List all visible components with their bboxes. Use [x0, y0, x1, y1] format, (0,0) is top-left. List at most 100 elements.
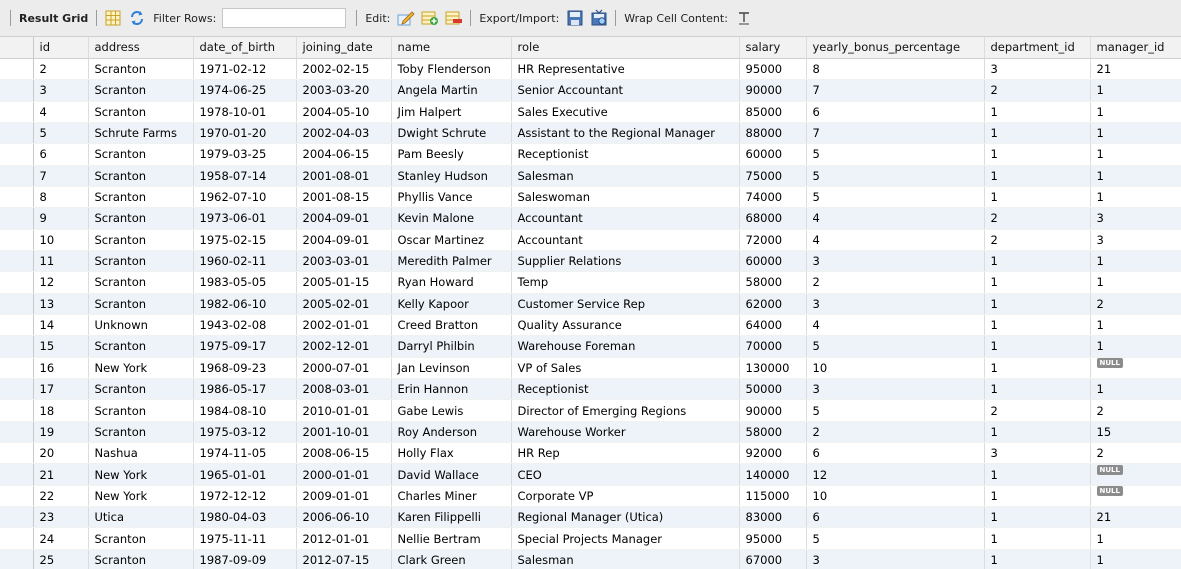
cell-department-id[interactable]: 2	[984, 399, 1091, 422]
cell-yearly-bonus-percentage[interactable]: 7	[806, 122, 985, 145]
cell-role[interactable]: Corporate VP	[511, 485, 740, 508]
cell-department-id[interactable]: 1	[984, 143, 1091, 166]
cell-date-of-birth[interactable]: 1974-06-25	[193, 79, 297, 102]
cell-address[interactable]: Scranton	[88, 165, 194, 187]
row-header[interactable]	[0, 271, 34, 294]
cell-role[interactable]: Warehouse Worker	[511, 421, 740, 444]
wrap-cell-icon[interactable]	[735, 9, 753, 27]
cell-role[interactable]: HR Representative	[511, 58, 740, 81]
cell-yearly-bonus-percentage[interactable]: 5	[806, 143, 985, 166]
table-row[interactable]: 12 Scranton 1983-05-05 2005-01-15 Ryan Howar…	[0, 271, 1181, 294]
cell-address[interactable]: Scranton	[88, 399, 194, 422]
cell-id[interactable]: 7	[33, 165, 89, 187]
cell-department-id[interactable]: 1	[984, 293, 1091, 315]
cell-name[interactable]: Jan Levinson	[391, 357, 512, 380]
cell-department-id[interactable]: 1	[984, 506, 1091, 529]
cell-address[interactable]: New York	[88, 357, 194, 380]
cell-joining-date[interactable]: 2006-06-10	[296, 506, 392, 529]
row-header[interactable]	[0, 101, 34, 123]
table-row[interactable]: 4 Scranton 1978-10-01 2004-05-10 Jim Halpert…	[0, 101, 1181, 123]
cell-joining-date[interactable]: 2002-12-01	[296, 335, 392, 358]
row-header[interactable]	[0, 378, 34, 401]
row-header[interactable]	[0, 293, 34, 315]
row-header[interactable]	[0, 335, 34, 358]
table-row[interactable]: 3 Scranton 1974-06-25 2003-03-20 Angela Mart…	[0, 79, 1181, 102]
cell-manager-id[interactable]: 3	[1090, 207, 1181, 230]
column-header-name[interactable]: name	[391, 37, 512, 59]
cell-manager-id[interactable]: 2	[1090, 399, 1181, 422]
cell-salary[interactable]: 90000	[739, 79, 807, 102]
row-header[interactable]	[0, 122, 34, 145]
cell-yearly-bonus-percentage[interactable]: 10	[806, 357, 985, 380]
cell-department-id[interactable]: 1	[984, 357, 1091, 380]
cell-manager-id[interactable]: 1	[1090, 186, 1181, 209]
cell-role[interactable]: Customer Service Rep	[511, 293, 740, 315]
cell-salary[interactable]: 95000	[739, 58, 807, 81]
cell-department-id[interactable]: 1	[984, 485, 1091, 508]
cell-salary[interactable]: 64000	[739, 314, 807, 337]
row-header[interactable]	[0, 79, 34, 102]
cell-address[interactable]: Schrute Farms	[88, 122, 194, 145]
cell-joining-date[interactable]: 2000-07-01	[296, 357, 392, 380]
cell-joining-date[interactable]: 2004-06-15	[296, 143, 392, 166]
cell-yearly-bonus-percentage[interactable]: 5	[806, 186, 985, 209]
cell-role[interactable]: Director of Emerging Regions	[511, 399, 740, 422]
cell-id[interactable]: 4	[33, 101, 89, 123]
cell-date-of-birth[interactable]: 1975-02-15	[193, 229, 297, 251]
cell-name[interactable]: Ryan Howard	[391, 271, 512, 294]
cell-manager-id[interactable]: NULL	[1090, 463, 1181, 486]
filter-rows-input[interactable]	[222, 8, 347, 28]
cell-name[interactable]: Kevin Malone	[391, 207, 512, 230]
cell-id[interactable]: 2	[33, 58, 89, 81]
row-header[interactable]	[0, 186, 34, 209]
cell-yearly-bonus-percentage[interactable]: 6	[806, 101, 985, 123]
cell-name[interactable]: Charles Miner	[391, 485, 512, 508]
cell-manager-id[interactable]: NULL	[1090, 357, 1181, 380]
column-header-salary[interactable]: salary	[739, 37, 807, 59]
row-header[interactable]	[0, 399, 34, 422]
cell-role[interactable]: Accountant	[511, 207, 740, 230]
import-icon[interactable]	[590, 9, 608, 27]
column-header-joining-date[interactable]: joining_date	[296, 37, 392, 59]
table-row[interactable]: 5 Schrute Farms 1970-01-20 2002-04-03 Dwight…	[0, 122, 1181, 145]
cell-date-of-birth[interactable]: 1975-03-12	[193, 421, 297, 444]
cell-name[interactable]: Nellie Bertram	[391, 527, 512, 550]
cell-joining-date[interactable]: 2004-09-01	[296, 207, 392, 230]
cell-yearly-bonus-percentage[interactable]: 5	[806, 399, 985, 422]
cell-id[interactable]: 23	[33, 506, 89, 529]
cell-yearly-bonus-percentage[interactable]: 4	[806, 229, 985, 251]
cell-role[interactable]: HR Rep	[511, 442, 740, 465]
cell-joining-date[interactable]: 2005-01-15	[296, 271, 392, 294]
cell-yearly-bonus-percentage[interactable]: 5	[806, 335, 985, 358]
cell-salary[interactable]: 50000	[739, 378, 807, 401]
cell-id[interactable]: 24	[33, 527, 89, 550]
cell-id[interactable]: 3	[33, 79, 89, 102]
table-row[interactable]: 21 New York 1965-01-01 2000-01-01 David Wall…	[0, 463, 1181, 486]
cell-address[interactable]: Scranton	[88, 79, 194, 102]
cell-department-id[interactable]: 1	[984, 250, 1091, 273]
column-header-role[interactable]: role	[511, 37, 740, 59]
cell-role[interactable]: Salesman	[511, 549, 740, 569]
cell-address[interactable]: Scranton	[88, 186, 194, 209]
cell-role[interactable]: Quality Assurance	[511, 314, 740, 337]
cell-address[interactable]: Scranton	[88, 207, 194, 230]
cell-date-of-birth[interactable]: 1958-07-14	[193, 165, 297, 187]
cell-manager-id[interactable]: 1	[1090, 165, 1181, 187]
table-row[interactable]: 14 Unknown 1943-02-08 2002-01-01 Creed Bratt…	[0, 314, 1181, 337]
cell-date-of-birth[interactable]: 1960-02-11	[193, 250, 297, 273]
cell-joining-date[interactable]: 2002-04-03	[296, 122, 392, 145]
cell-joining-date[interactable]: 2002-01-01	[296, 314, 392, 337]
cell-address[interactable]: Scranton	[88, 549, 194, 569]
cell-manager-id[interactable]: 3	[1090, 229, 1181, 251]
cell-yearly-bonus-percentage[interactable]: 3	[806, 378, 985, 401]
table-row[interactable]: 18 Scranton 1984-08-10 2010-01-01 Gabe Lewis…	[0, 399, 1181, 422]
cell-date-of-birth[interactable]: 1980-04-03	[193, 506, 297, 529]
cell-id[interactable]: 12	[33, 271, 89, 294]
cell-salary[interactable]: 62000	[739, 293, 807, 315]
row-header[interactable]	[0, 421, 34, 444]
cell-id[interactable]: 17	[33, 378, 89, 401]
cell-joining-date[interactable]: 2001-10-01	[296, 421, 392, 444]
cell-id[interactable]: 11	[33, 250, 89, 273]
cell-manager-id[interactable]: 21	[1090, 58, 1181, 81]
cell-manager-id[interactable]: 1	[1090, 378, 1181, 401]
